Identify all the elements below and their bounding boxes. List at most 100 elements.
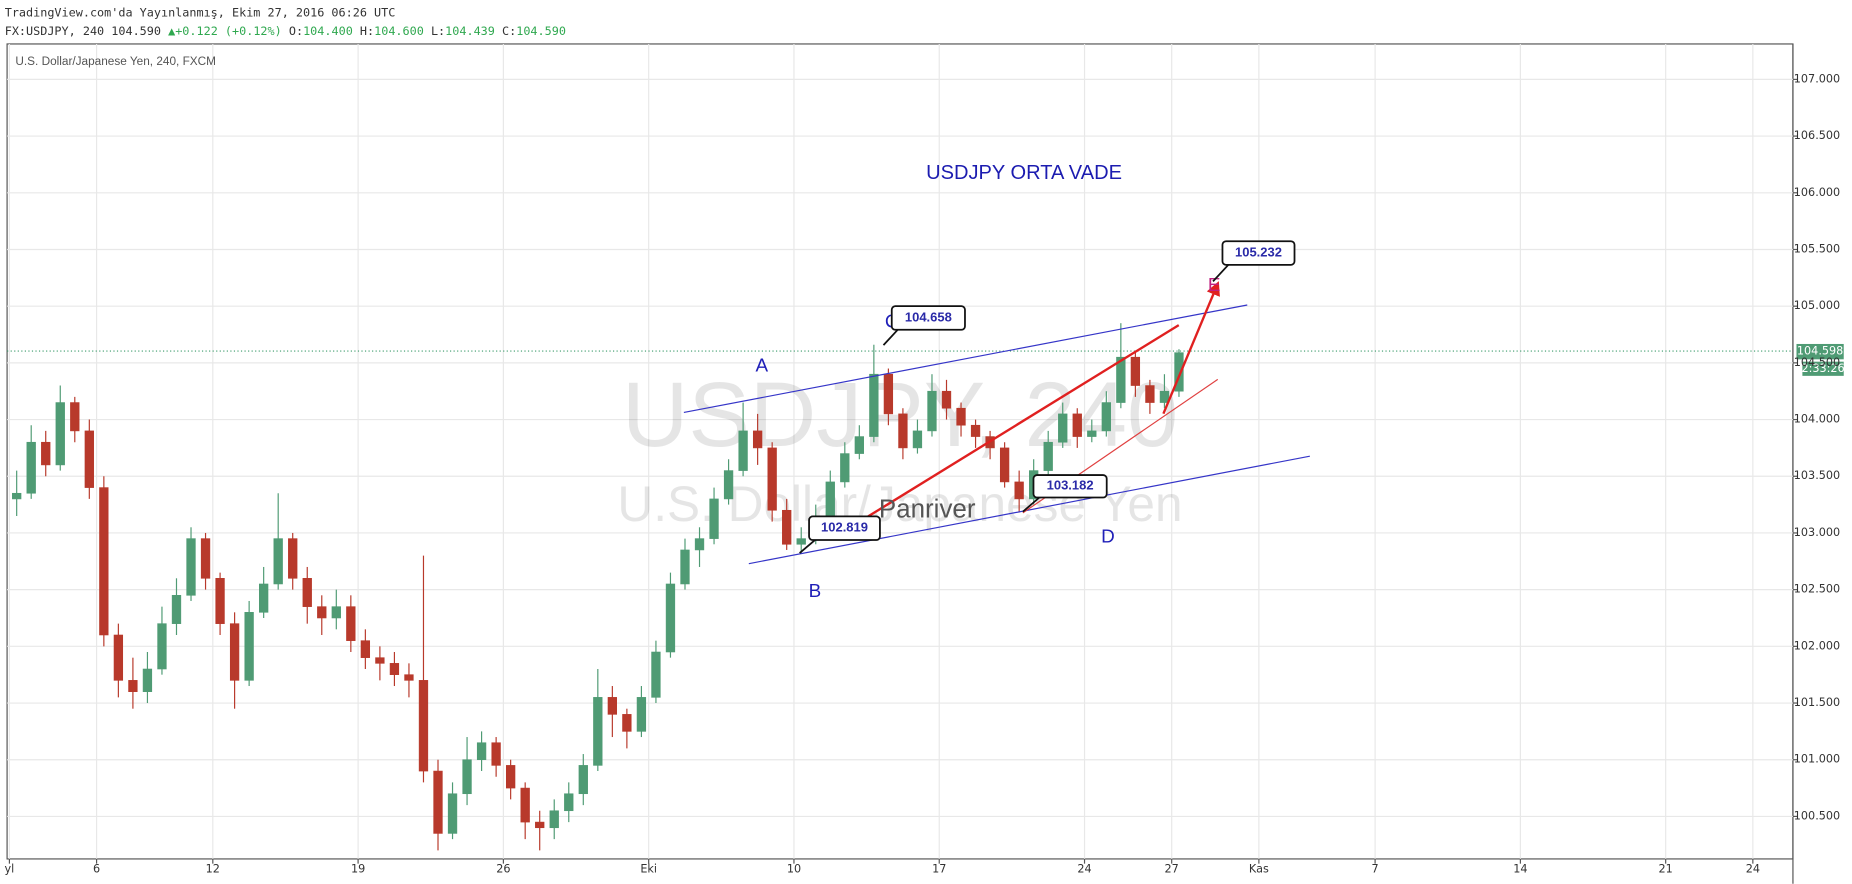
candle-body (404, 674, 414, 681)
wave-label: E (1208, 275, 1221, 296)
trend-line (867, 324, 1180, 518)
candle-body (259, 583, 269, 613)
price-label: 104.598 (1797, 345, 1843, 358)
candle-body (782, 509, 792, 545)
target-arrow (1162, 281, 1220, 415)
callout-text: 104.658 (905, 309, 952, 324)
candle-body (694, 538, 705, 551)
candle-body (142, 668, 153, 692)
candle-body (215, 578, 225, 624)
change: +0.122 (+0.12%) (175, 23, 282, 37)
candle-body (12, 492, 22, 500)
candle-body (520, 787, 530, 823)
y-tick-label: 102.500 (1794, 583, 1840, 596)
ohlc-value: 104.400 (303, 23, 353, 37)
ohlc-label: O: (289, 23, 303, 37)
wave-label: B (809, 581, 822, 602)
y-tick-label: 106.500 (1794, 129, 1840, 142)
candle-body (229, 623, 240, 681)
candle-body (564, 793, 574, 812)
candle-body (854, 436, 864, 454)
candle-body (941, 390, 952, 409)
y-tick-label: 100.500 (1794, 809, 1840, 822)
candle-body (113, 634, 124, 681)
annotation-title: USDJPY ORTA VADE (926, 162, 1122, 184)
countdown: 2:33:26 (1801, 362, 1844, 375)
x-tick-label: 24 (1746, 863, 1760, 876)
candle-body (636, 697, 647, 732)
x-tick-label: Kas (1249, 863, 1269, 876)
candle-body (840, 453, 850, 483)
callout: 103.182 (1022, 474, 1108, 513)
published-line: TradingView.com'da Yayınlanmış, Ekim 27,… (5, 6, 396, 20)
countdown-box (1802, 361, 1844, 376)
candle-body (869, 373, 879, 437)
candle-body (288, 538, 298, 579)
callout: 105.232 (1212, 240, 1296, 282)
y-tick-label: 101.500 (1794, 696, 1840, 709)
candle-body (549, 810, 559, 829)
candle-body (200, 538, 211, 579)
callout: 104.658 (882, 305, 966, 346)
candle-body (898, 413, 908, 449)
legend: U.S. Dollar/Japanese Yen, 240, FXCM (15, 54, 216, 68)
candle-body (1174, 352, 1184, 392)
candle-body (1072, 413, 1082, 437)
candle-body (1145, 385, 1155, 403)
candle-body (593, 697, 603, 766)
candle-body (970, 424, 981, 437)
candle-body (99, 487, 109, 636)
candle-body (186, 538, 196, 596)
candle-body (956, 407, 966, 426)
candle-body (375, 657, 385, 664)
candle-body (244, 612, 254, 681)
candle-body (491, 742, 501, 766)
candle-body (84, 430, 94, 488)
ohlc-value: 104.600 (374, 23, 424, 37)
candle-body (912, 430, 923, 449)
y-tick-label: 105.500 (1794, 242, 1840, 255)
candle-body (723, 470, 734, 500)
candle-body (883, 373, 894, 415)
candle-body (665, 583, 676, 653)
callout-text: 103.182 (1047, 478, 1094, 493)
candle-body (317, 606, 327, 619)
candle-body (825, 481, 835, 517)
x-tick-label: 12 (206, 863, 220, 876)
candle-body (927, 390, 937, 432)
candle-body (389, 663, 400, 675)
candle-body (26, 441, 36, 494)
candle-body (505, 765, 516, 789)
candle-body (535, 821, 545, 829)
candle-body (171, 595, 182, 624)
y-tick-label: 103.500 (1794, 469, 1840, 482)
candle-body (752, 430, 763, 449)
candle-body (578, 765, 588, 795)
ohlc-label: C: (502, 23, 516, 37)
candle-body (128, 680, 138, 692)
candle-body (346, 606, 356, 641)
candle-body (1014, 481, 1024, 500)
y-tick-label: 106.000 (1794, 186, 1840, 199)
callout: 102.819 (799, 515, 881, 554)
x-tick-label: 21 (1659, 863, 1673, 876)
candle-body (70, 402, 80, 432)
wave-label: D (1101, 527, 1115, 548)
callout-text: 105.232 (1235, 244, 1282, 259)
x-tick-label: 17 (932, 863, 946, 876)
candle-body (157, 623, 167, 670)
signature: Panriver (879, 493, 976, 523)
candle-body (418, 680, 429, 772)
wave-label: A (756, 355, 769, 376)
ohlc-value: 104.439 (445, 23, 495, 37)
last-price: 104.590 (111, 23, 161, 37)
candle-body (622, 714, 632, 732)
x-tick-label: 7 (1372, 863, 1379, 876)
y-tick-label: 105.000 (1794, 299, 1840, 312)
x-tick-label: 10 (787, 863, 801, 876)
channel-upper (683, 304, 1248, 414)
candle-body (1159, 390, 1170, 403)
candle-body (360, 640, 371, 658)
